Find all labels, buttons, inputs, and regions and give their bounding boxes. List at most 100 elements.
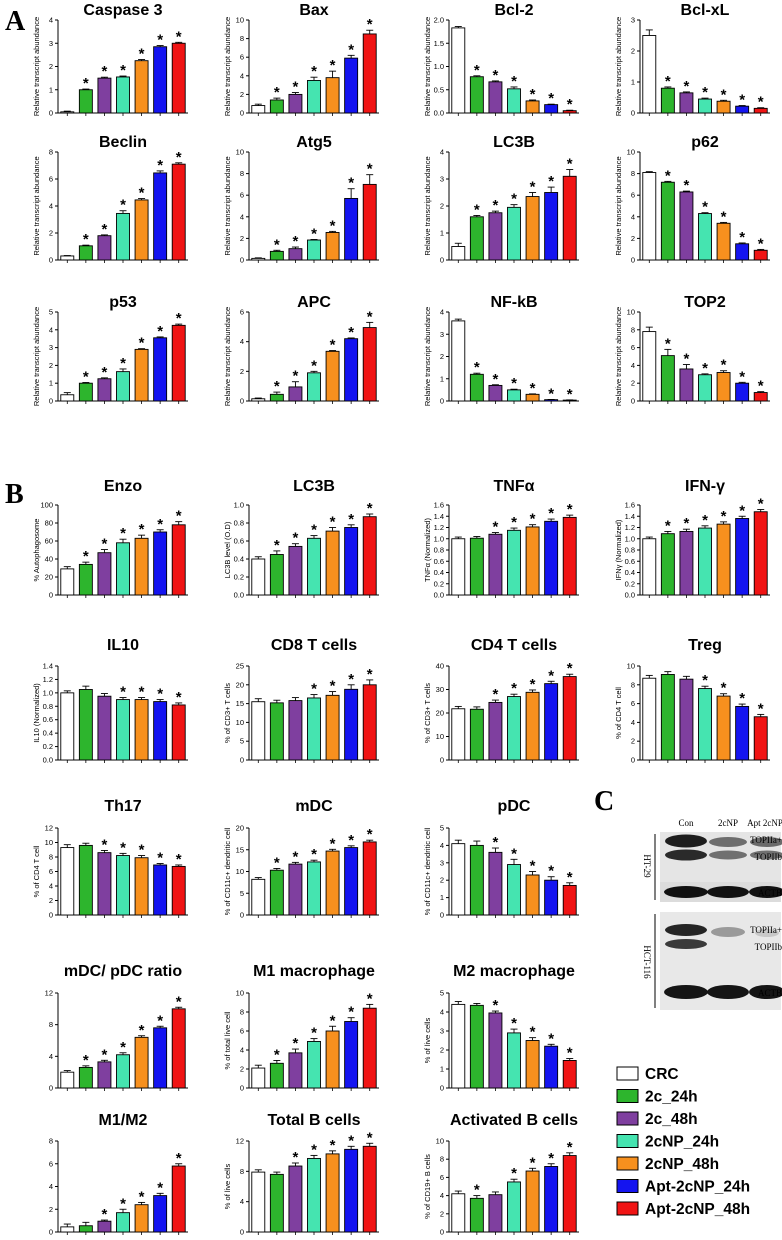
significance-star: * bbox=[102, 836, 108, 853]
bar-2c-48h bbox=[288, 863, 303, 916]
y-tick-label: 4 bbox=[440, 1191, 444, 1200]
significance-star: * bbox=[511, 845, 517, 862]
legend-label: Apt-2cNP_48h bbox=[645, 1201, 750, 1218]
y-tick-label: 2 bbox=[440, 352, 444, 361]
bar-2c-24h bbox=[269, 1173, 284, 1233]
bar-apt-2cnp-24h bbox=[344, 688, 359, 761]
legend-swatch bbox=[616, 1089, 639, 1103]
bar-2c-24h bbox=[660, 87, 675, 114]
bar-2c-48h bbox=[288, 1052, 303, 1089]
y-tick-label: 0.0 bbox=[234, 591, 244, 600]
significance-star: * bbox=[665, 517, 671, 534]
y-tick-label: 3 bbox=[440, 330, 444, 339]
y-tick-label: 0 bbox=[49, 397, 53, 406]
y-tick-label: 0 bbox=[240, 256, 244, 265]
blot-band-hct116-con-b bbox=[665, 939, 707, 949]
significance-star: * bbox=[330, 514, 336, 531]
y-tick-label: 4 bbox=[631, 361, 635, 370]
legend-label: 2cNP_48h bbox=[645, 1156, 719, 1173]
legend-swatch bbox=[616, 1201, 639, 1216]
bar-2c-48h bbox=[288, 386, 303, 402]
legend: CRC 2c_24h 2c_48h 2cNP_24h 2cNP_48h Apt-2cNP_… bbox=[616, 1066, 750, 1218]
y-axis-label: % of live cells bbox=[223, 1164, 232, 1210]
significance-star: * bbox=[176, 851, 182, 868]
significance-star: * bbox=[120, 525, 126, 542]
bar-2c-48h bbox=[97, 378, 112, 402]
y-axis-label: % of CD3+ T cells bbox=[423, 683, 432, 743]
significance-star: * bbox=[176, 993, 182, 1010]
y-tick-label: 0 bbox=[49, 109, 53, 118]
y-tick-label: 0 bbox=[240, 1228, 244, 1237]
y-tick-label: 0.4 bbox=[234, 555, 244, 564]
bar-apt-2cnp-24h bbox=[544, 1166, 559, 1233]
y-tick-label: 1.5 bbox=[434, 39, 444, 48]
bar-crc bbox=[60, 111, 75, 114]
y-tick-label: 20 bbox=[236, 680, 244, 689]
significance-star: * bbox=[511, 73, 517, 90]
significance-star: * bbox=[758, 496, 764, 513]
y-tick-label: 10 bbox=[627, 148, 635, 157]
significance-star: * bbox=[721, 680, 727, 697]
chart-title: Bax bbox=[299, 2, 328, 19]
y-axis-label: Relative transcript abundance bbox=[423, 17, 432, 116]
significance-star: * bbox=[330, 57, 336, 74]
chart-mdc-21: mDC 0 5 10 15 20 % of CD11c+ dendritic cell * * *… bbox=[223, 798, 379, 920]
bar-2cnp-24h bbox=[307, 861, 321, 916]
bar-2cnp-48h bbox=[525, 1170, 540, 1233]
bar-2cnp-24h bbox=[507, 864, 521, 916]
bar-2cnp-48h bbox=[134, 537, 149, 596]
legend-item-crc: CRC bbox=[616, 1066, 679, 1083]
bar-2c-48h bbox=[488, 533, 503, 596]
y-tick-label: 4 bbox=[240, 212, 244, 221]
significance-star: * bbox=[293, 368, 299, 385]
bar-2cnp-48h bbox=[325, 77, 340, 114]
legend-item-2c-24h: 2c_24h bbox=[616, 1089, 698, 1106]
bar-2c-48h bbox=[488, 212, 503, 261]
legend-item-2c-48h: 2c_48h bbox=[616, 1111, 698, 1128]
bar-apt-2cnp-48h bbox=[362, 516, 377, 596]
y-tick-label: 0.6 bbox=[234, 537, 244, 546]
y-tick-label: 0 bbox=[440, 1084, 444, 1093]
bar-apt-2cnp-24h bbox=[544, 520, 559, 596]
bar-2c-24h bbox=[469, 1197, 484, 1233]
significance-star: * bbox=[367, 16, 373, 33]
bar-apt-2cnp-48h bbox=[562, 676, 577, 761]
panel-label-b: B bbox=[5, 479, 24, 510]
bar-apt-2cnp-24h bbox=[153, 1027, 168, 1089]
bar-2c-24h bbox=[78, 689, 93, 761]
bar-2c-24h bbox=[660, 181, 675, 261]
chart-p62-7: p62 0 2 4 6 8 10 Relative transcript abundance *… bbox=[614, 134, 770, 265]
significance-star: * bbox=[758, 378, 764, 395]
bar-2c-48h bbox=[97, 235, 112, 261]
blot-band-ht29-apt-a bbox=[750, 837, 782, 847]
legend-label: 2c_48h bbox=[645, 1111, 698, 1128]
bar-2c-24h bbox=[469, 373, 484, 402]
y-tick-label: 15 bbox=[236, 845, 244, 854]
bar-apt-2cnp-48h bbox=[362, 327, 377, 402]
bar-2c-24h bbox=[660, 533, 675, 596]
bar-2cnp-24h bbox=[307, 1157, 321, 1233]
blot-band-hct116-actb-apt bbox=[749, 985, 782, 999]
y-axis-label: % of total live cell bbox=[223, 1011, 232, 1069]
y-tick-label: 1.4 bbox=[43, 662, 53, 671]
significance-star: * bbox=[311, 522, 317, 539]
significance-star: * bbox=[176, 1150, 182, 1167]
bar-apt-2cnp-24h bbox=[153, 1195, 168, 1233]
significance-star: * bbox=[530, 1024, 536, 1041]
y-tick-label: 2 bbox=[49, 62, 53, 71]
bar-apt-2cnp-24h bbox=[544, 192, 559, 261]
y-tick-label: 0.4 bbox=[434, 568, 444, 577]
bar-2cnp-48h bbox=[325, 350, 340, 402]
blot-label-hct116-topiib: TOPIIb bbox=[755, 942, 782, 952]
significance-star: * bbox=[139, 335, 145, 352]
y-axis-label: % of CD11c+ dendritic cell bbox=[423, 827, 432, 915]
significance-star: * bbox=[311, 681, 317, 698]
y-tick-label: 0.6 bbox=[625, 557, 635, 566]
y-tick-label: 40 bbox=[45, 555, 53, 564]
bar-2c-48h bbox=[288, 1165, 303, 1233]
significance-star: * bbox=[139, 842, 145, 859]
y-tick-label: 8 bbox=[631, 680, 635, 689]
y-axis-label: TNFα (Normalized) bbox=[423, 518, 432, 582]
y-tick-label: 1.2 bbox=[625, 523, 635, 532]
